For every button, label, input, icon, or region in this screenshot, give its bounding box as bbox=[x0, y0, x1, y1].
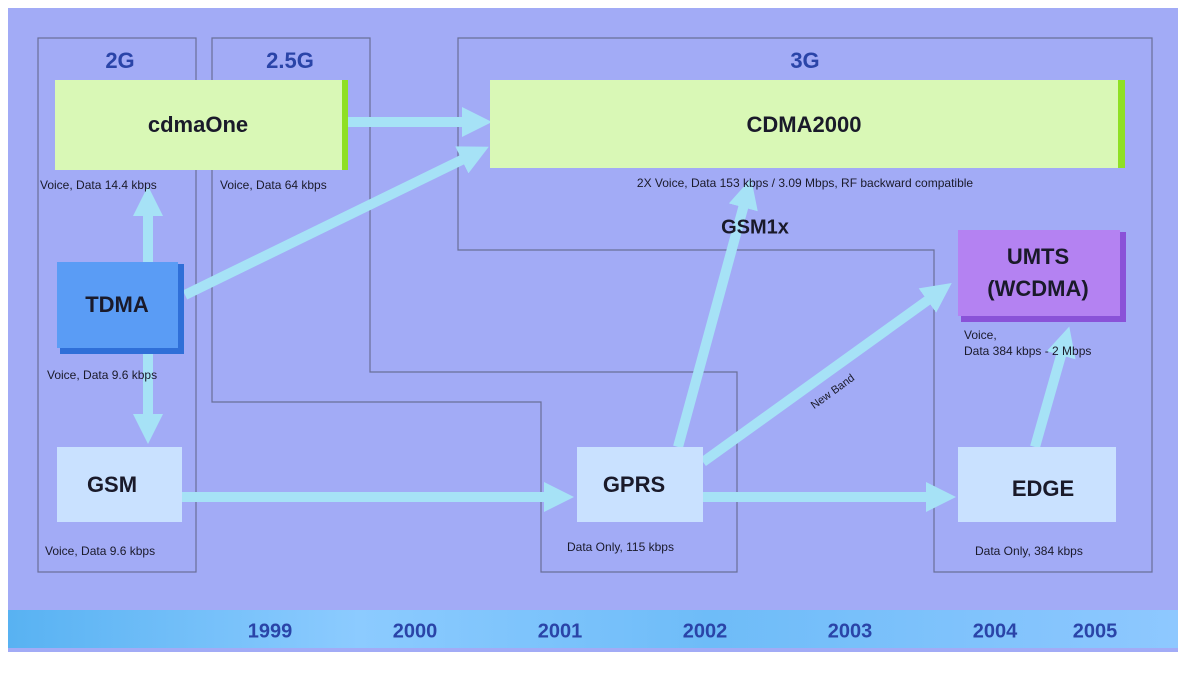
generation-label: 2.5G bbox=[266, 48, 314, 73]
group-3g bbox=[457, 37, 1153, 573]
node-sublabel: (WCDMA) bbox=[987, 276, 1088, 301]
year-label: 2003 bbox=[828, 620, 873, 642]
caption: Voice, Data 64 kbps bbox=[220, 178, 327, 192]
year-label: 2000 bbox=[393, 620, 438, 642]
node-label: EDGE bbox=[1012, 476, 1074, 501]
year-label: 1999 bbox=[248, 620, 293, 642]
annotation: GSM1x bbox=[721, 216, 789, 238]
caption: Data Only, 115 kbps bbox=[567, 540, 674, 554]
year-label: 2005 bbox=[1073, 620, 1118, 642]
timeline-band bbox=[8, 610, 1178, 648]
caption: Voice, bbox=[964, 328, 997, 342]
caption: Data Only, 384 kbps bbox=[975, 544, 1083, 558]
caption: Voice, Data 9.6 kbps bbox=[45, 544, 155, 558]
node-label: UMTS bbox=[1007, 244, 1069, 269]
node-label: CDMA2000 bbox=[747, 112, 862, 137]
year-label: 2004 bbox=[973, 620, 1018, 642]
node-label: GPRS bbox=[603, 472, 665, 497]
node-tdma: TDMA bbox=[57, 262, 184, 354]
caption: 2X Voice, Data 153 kbps / 3.09 Mbps, RF … bbox=[637, 176, 974, 190]
node-label: GSM bbox=[87, 472, 137, 497]
group-2g bbox=[37, 37, 197, 573]
node-label: cdmaOne bbox=[148, 112, 248, 137]
arrows bbox=[133, 107, 1076, 512]
generation-label: 2G bbox=[105, 48, 134, 73]
year-label: 2001 bbox=[538, 620, 583, 642]
node-gsm: GSM bbox=[57, 447, 182, 522]
group-2-5g bbox=[211, 37, 738, 573]
node-cdmaone: cdmaOne bbox=[55, 80, 348, 170]
caption: Voice, Data 14.4 kbps bbox=[40, 178, 157, 192]
timeline: 1999 2000 2001 2002 2003 2004 2005 bbox=[248, 620, 1118, 642]
node-gprs: GPRS bbox=[577, 447, 703, 522]
node-label: TDMA bbox=[85, 292, 149, 317]
node-cdma2000: CDMA2000 bbox=[490, 80, 1125, 168]
node-edge: EDGE bbox=[958, 447, 1116, 522]
node-umts: UMTS (WCDMA) bbox=[958, 230, 1126, 322]
caption: Data 384 kbps - 2 Mbps bbox=[964, 344, 1091, 358]
year-label: 2002 bbox=[683, 620, 728, 642]
generation-label: 3G bbox=[790, 48, 819, 73]
caption: Voice, Data 9.6 kbps bbox=[47, 368, 157, 382]
